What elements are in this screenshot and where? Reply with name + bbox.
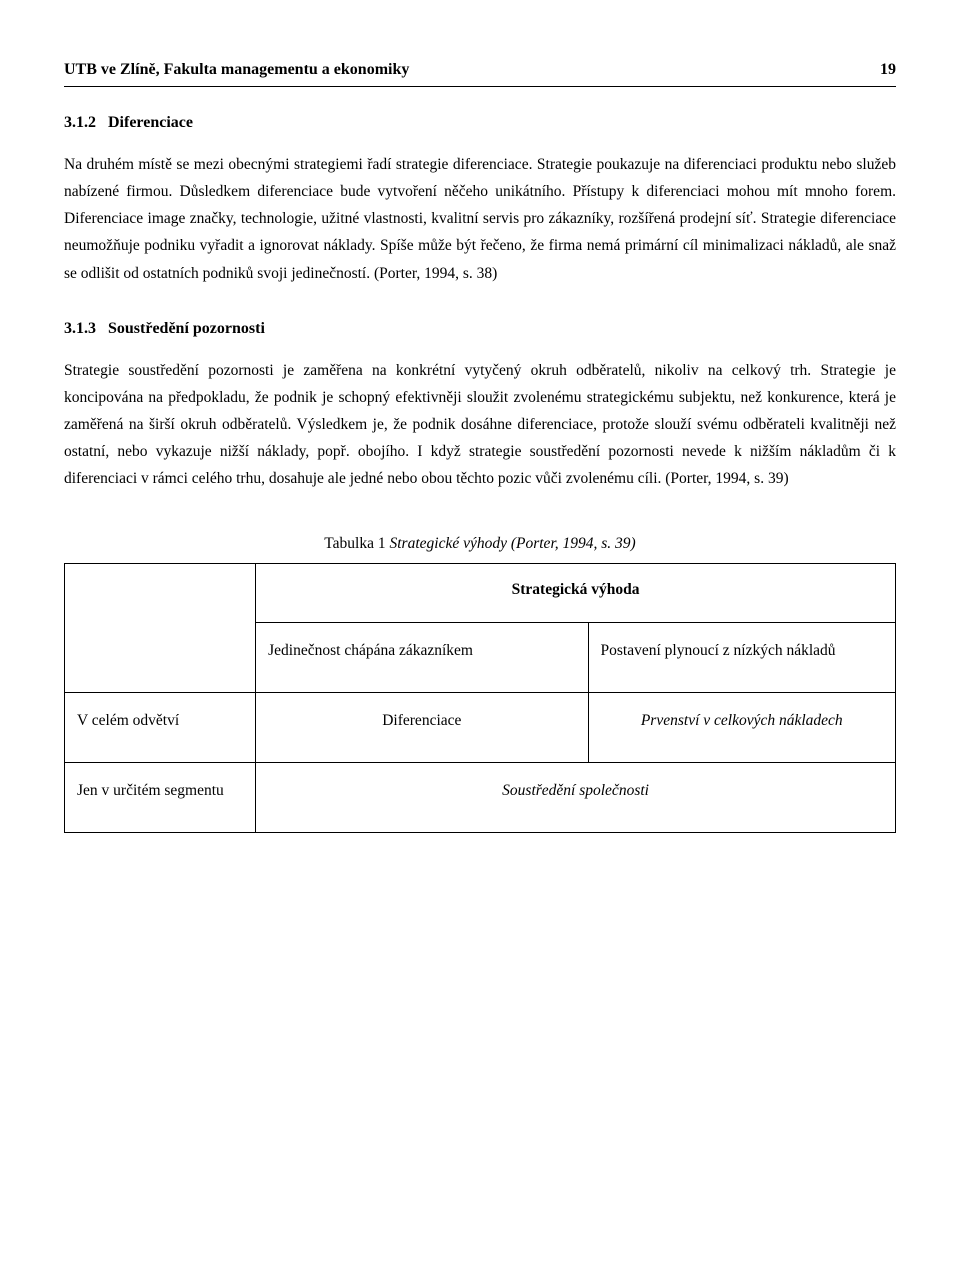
caption-label: Tabulka 1 (324, 535, 389, 552)
section-title: Soustředění pozornosti (108, 320, 265, 337)
paragraph-soustredeni: Strategie soustředění pozornosti je zamě… (64, 357, 896, 493)
caption-title: Strategické výhody (Porter, 1994, s. 39) (389, 535, 635, 552)
table-cell-merged: Soustředění společnosti (256, 762, 896, 832)
table-caption: Tabulka 1 Strategické výhody (Porter, 19… (64, 530, 896, 557)
table-header-merged: Strategická výhoda (256, 564, 896, 622)
section-heading-diferenciace: 3.1.2 Diferenciace (64, 109, 896, 137)
header-institution: UTB ve Zlíně, Fakulta managementu a ekon… (64, 56, 409, 84)
table-row: Jen v určitém segmentu Soustředění spole… (65, 762, 896, 832)
table-cell: Jen v určitém segmentu (65, 762, 256, 832)
table-cell-empty (65, 564, 256, 692)
strategy-table: Strategická výhoda Jedinečnost chápána z… (64, 563, 896, 833)
table-cell: Jedinečnost chápána zákazníkem (256, 622, 588, 692)
paragraph-diferenciace: Na druhém místě se mezi obecnými strateg… (64, 151, 896, 287)
page-number: 19 (880, 56, 896, 84)
table-row: V celém odvětví Diferenciace Prvenství v… (65, 692, 896, 762)
section-number: 3.1.2 (64, 114, 96, 131)
table-cell: Diferenciace (256, 692, 588, 762)
table-cell: V celém odvětví (65, 692, 256, 762)
table-cell: Postavení plynoucí z nízkých nákladů (588, 622, 895, 692)
section-title: Diferenciace (108, 114, 193, 131)
page-header: UTB ve Zlíně, Fakulta managementu a ekon… (64, 56, 896, 87)
section-heading-soustredeni: 3.1.3 Soustředění pozornosti (64, 315, 896, 343)
section-number: 3.1.3 (64, 320, 96, 337)
table-cell: Prvenství v celkových nákladech (588, 692, 895, 762)
table-row: Strategická výhoda (65, 564, 896, 622)
